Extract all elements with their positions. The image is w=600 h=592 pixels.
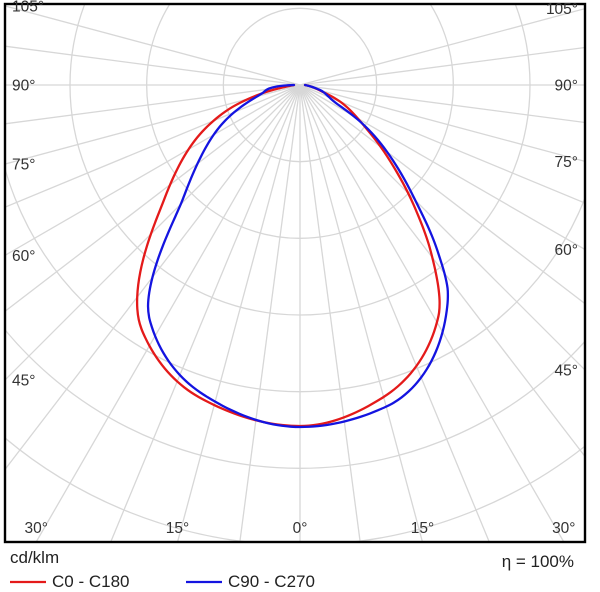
svg-text:75°: 75° xyxy=(12,157,35,174)
svg-text:75°: 75° xyxy=(555,154,578,171)
svg-text:90°: 90° xyxy=(12,78,35,95)
svg-text:30°: 30° xyxy=(24,520,47,537)
svg-text:105°: 105° xyxy=(546,1,578,18)
svg-text:45°: 45° xyxy=(12,373,35,390)
svg-text:90°: 90° xyxy=(555,78,578,95)
svg-text:45°: 45° xyxy=(555,363,578,380)
svg-text:30°: 30° xyxy=(552,520,575,537)
svg-text:60°: 60° xyxy=(555,242,578,259)
svg-text:15°: 15° xyxy=(166,520,189,537)
svg-text:60°: 60° xyxy=(12,248,35,265)
svg-text:15°: 15° xyxy=(411,520,434,537)
svg-text:105°: 105° xyxy=(12,0,44,16)
svg-text:0°: 0° xyxy=(293,520,308,537)
svg-text:C90 - C270: C90 - C270 xyxy=(228,572,315,591)
svg-text:C0 - C180: C0 - C180 xyxy=(52,572,129,591)
